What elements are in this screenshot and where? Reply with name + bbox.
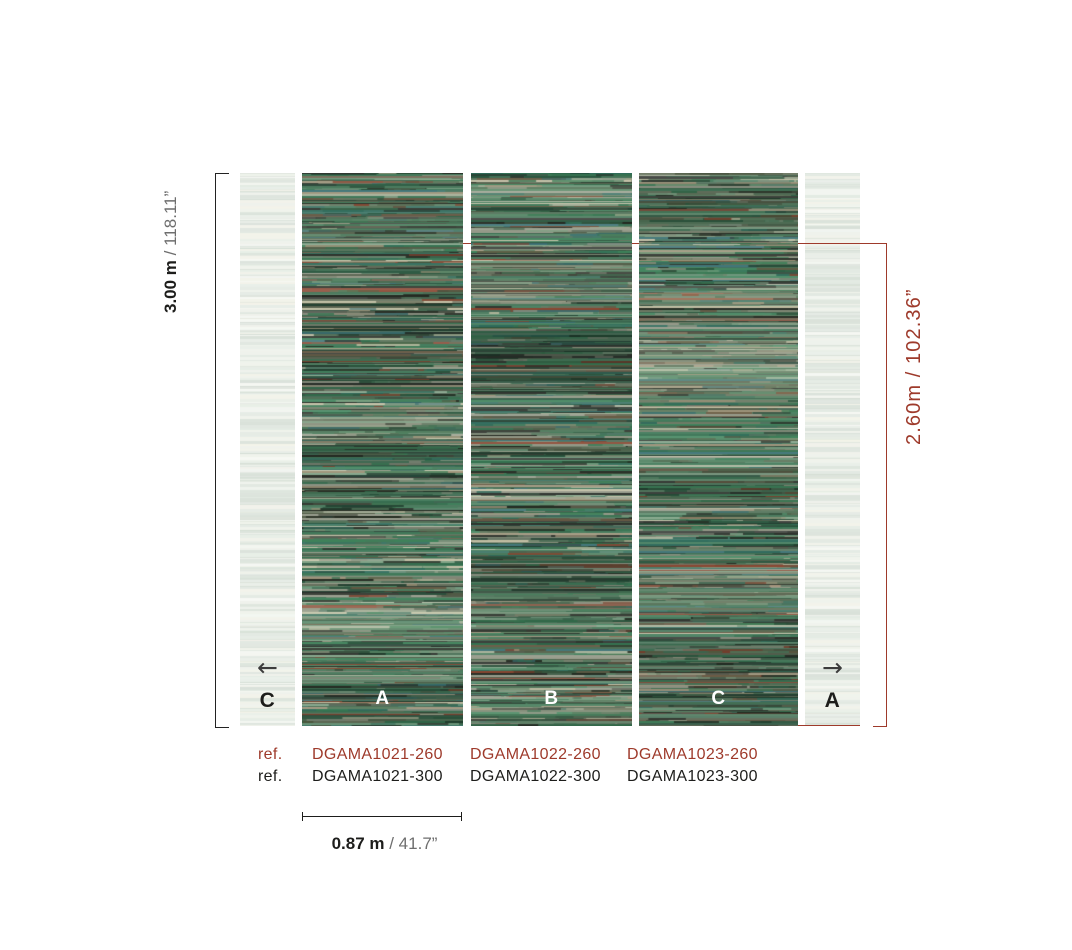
width-dimension-tick-left bbox=[302, 812, 303, 821]
ref-code-1021-300: DGAMA1021-300 bbox=[312, 768, 443, 785]
width-imperial-value: / 41.7” bbox=[389, 834, 438, 853]
panel-c: C bbox=[639, 173, 798, 726]
height-dimension-bracket bbox=[215, 173, 229, 728]
panel-a-texture bbox=[302, 173, 463, 726]
arrow-left-icon: ← bbox=[257, 653, 278, 682]
ref-code-1023-300: DGAMA1023-300 bbox=[627, 768, 758, 785]
ref-code-1022-300: DGAMA1022-300 bbox=[470, 768, 601, 785]
panel-a: A bbox=[302, 173, 463, 726]
ref-label-300: ref. bbox=[258, 768, 283, 785]
width-dimension-tick-right bbox=[461, 812, 462, 821]
ref-row-260: ref. DGAMA1021-260 DGAMA1022-260 DGAMA10… bbox=[0, 746, 1072, 766]
panel-b-texture bbox=[471, 173, 632, 726]
width-metric-value: 0.87 m bbox=[331, 834, 385, 853]
panel-left-partial-c: ← C bbox=[240, 173, 295, 726]
arrow-right-icon: → bbox=[822, 653, 843, 682]
ref-code-1021-260: DGAMA1021-260 bbox=[312, 746, 443, 763]
crop-height-bracket bbox=[873, 243, 887, 727]
panel-left-partial-letter: C bbox=[259, 689, 276, 712]
height-metric-value: 3.00 m bbox=[161, 260, 180, 313]
ref-label-260: ref. bbox=[258, 746, 283, 763]
height-dimension-label: 3.00 m / 118.11” bbox=[161, 191, 181, 313]
crop-height-dimension-label: 2.60m / 102.36” bbox=[903, 288, 925, 445]
crop-height-bottom-line bbox=[798, 725, 860, 726]
height-imperial-value: / 118.11” bbox=[161, 190, 180, 256]
panel-right-partial-a: → A bbox=[805, 173, 860, 726]
panel-c-texture bbox=[639, 173, 798, 726]
panel-a-letter: A bbox=[375, 688, 390, 709]
panel-b-letter: B bbox=[544, 688, 559, 709]
panel-left-partial-texture bbox=[240, 173, 295, 726]
ref-code-1022-260: DGAMA1022-260 bbox=[470, 746, 601, 763]
panel-right-partial-texture bbox=[805, 173, 860, 726]
ref-row-300: ref. DGAMA1021-300 DGAMA1022-300 DGAMA10… bbox=[0, 768, 1072, 788]
panel-b: B bbox=[471, 173, 632, 726]
panel-c-letter: C bbox=[711, 688, 726, 709]
panel-right-partial-letter: A bbox=[824, 689, 841, 712]
width-dimension-line bbox=[302, 816, 462, 817]
ref-code-1023-260: DGAMA1023-260 bbox=[627, 746, 758, 763]
width-dimension-label: 0.87 m / 41.7” bbox=[292, 834, 477, 854]
